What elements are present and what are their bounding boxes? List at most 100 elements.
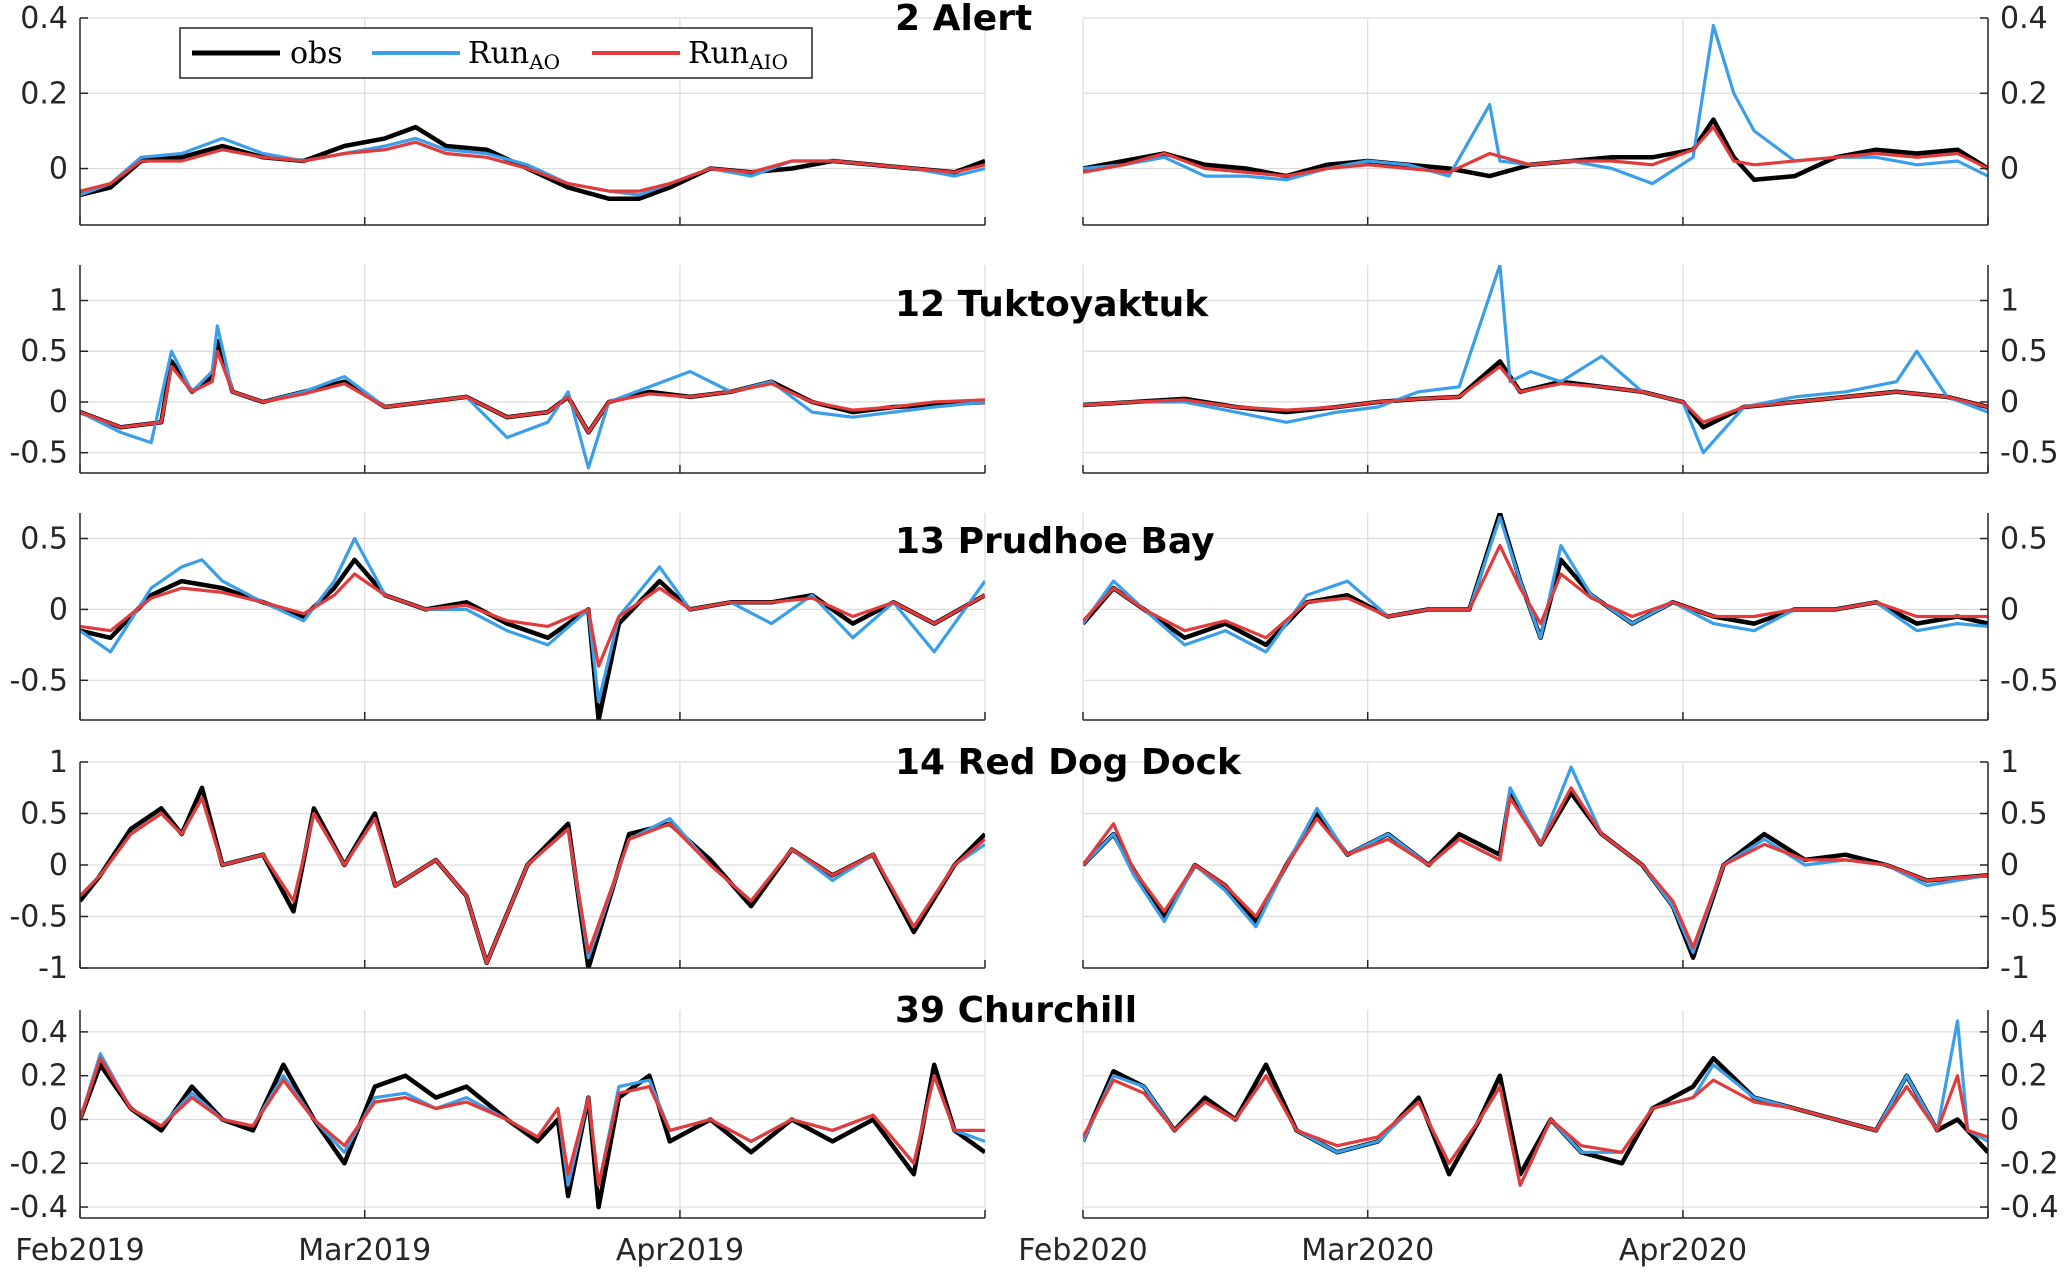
y-tick-label: 0.2 (20, 1059, 68, 1094)
y-tick-label: 1 (2000, 284, 2019, 319)
y-tick-label: -0.2 (9, 1146, 68, 1181)
series-group (1083, 1019, 1988, 1187)
y-tick-label: 0 (49, 848, 68, 883)
y-tick-label: 0 (49, 1102, 68, 1137)
series-line-aio (1083, 543, 1988, 640)
series-line-ao (1083, 515, 1988, 654)
y-tick-label: -1 (38, 951, 68, 986)
titles-layer: 2 Alert 12 Tuktoyaktuk 13 Prudhoe Bay 14 Re… (895, 0, 1242, 1031)
series-line-obs (80, 785, 985, 968)
legend-box (179, 27, 813, 79)
y-tick-label: 1 (49, 745, 68, 780)
series-group (80, 785, 985, 968)
series-line-ao (80, 536, 985, 704)
y-tick-label: 0.4 (2000, 1, 2048, 36)
legend-label-ao-main: Run (468, 36, 529, 71)
station-title: 39 Churchill (895, 990, 1137, 1031)
x-tick-label: Apr2019 (616, 1233, 744, 1268)
series-line-ao (1083, 1019, 1988, 1187)
series-line-ao (80, 796, 985, 965)
x-tick-label: Mar2020 (1301, 1233, 1434, 1268)
y-tick-label: 0 (49, 592, 68, 627)
station-title: 13 Prudhoe Bay (895, 521, 1215, 562)
y-tick-label: -0.5 (2000, 663, 2059, 698)
x-tick-label: Feb2019 (15, 1233, 144, 1268)
y-tick-label: 0.5 (20, 522, 68, 557)
series-line-ao (80, 324, 985, 470)
panel-3-2: -0.5 0 0.5 (1082, 513, 2059, 721)
y-tick-label: -0.4 (2000, 1190, 2059, 1225)
x-tick-labels: Feb2019 Mar2019 Apr2019 Feb2020 Mar2020 Apr20… (15, 1233, 1747, 1268)
panel-4-1: -1 -0.5 0 0.5 1 (9, 745, 986, 986)
panel-2-2: -0.5 0 0.5 1 (1082, 265, 2059, 474)
y-tick-label: 0 (2000, 152, 2019, 187)
y-tick-label: 0.2 (2000, 1059, 2048, 1094)
station-title: 12 Tuktoyaktuk (895, 284, 1209, 325)
series-group (1083, 513, 1988, 654)
legend-label-aio: RunAIO (688, 36, 788, 74)
y-tick-label: 0.4 (20, 1, 68, 36)
series-line-aio (80, 796, 985, 965)
series-line-aio (80, 140, 985, 193)
x-tick-label: Apr2020 (1619, 1233, 1747, 1268)
series-line-aio (1083, 1074, 1988, 1187)
legend-label-obs: obs (290, 36, 343, 71)
y-tick-label: 0 (2000, 1102, 2019, 1137)
y-tick-label: 0.2 (2000, 76, 2048, 111)
panel-4-2: -1 -0.5 0 0.5 1 (1082, 745, 2059, 986)
series-line-aio (80, 1056, 985, 1187)
y-tick-label: -0.2 (2000, 1146, 2059, 1181)
series-group (1083, 765, 1988, 960)
y-tick-label: 0.5 (20, 334, 68, 369)
panels-layer: 0 0.2 0.4 0 0.2 0.4 -0.5 0 0.5 1 -0.5 0 0.5 1 -0.5 0 0.5… (9, 1, 2058, 1225)
series-group (1083, 265, 1988, 455)
y-tick-label: -0.5 (2000, 900, 2059, 935)
legend-label-ao: RunAO (468, 36, 560, 74)
x-tick-label: Feb2020 (1018, 1233, 1147, 1268)
series-line-aio (1083, 786, 1988, 950)
series-line-obs (1083, 359, 1988, 430)
station-title: 14 Red Dog Dock (895, 742, 1242, 783)
legend-label-ao-sub: AO (528, 50, 560, 74)
y-tick-label: 0.4 (20, 1015, 68, 1050)
series-line-ao (1083, 265, 1988, 455)
legend-label-aio-main: Run (688, 36, 749, 71)
panel-2-1: -0.5 0 0.5 1 (9, 265, 986, 474)
series-group (80, 536, 985, 720)
panel-5-1: -0.4 -0.2 0 0.2 0.4 (9, 1010, 986, 1225)
y-tick-label: -0.5 (2000, 436, 2059, 471)
series-line-aio (1083, 125, 1988, 178)
series-line-aio (1083, 364, 1988, 424)
y-tick-label: 0.5 (2000, 522, 2048, 557)
y-tick-label: 0 (49, 152, 68, 187)
y-tick-label: -0.5 (9, 900, 68, 935)
series-group (80, 1052, 985, 1210)
y-tick-label: 0.5 (2000, 797, 2048, 832)
y-tick-label: -0.5 (9, 436, 68, 471)
station-title: 2 Alert (895, 0, 1032, 39)
panel-1-2: 0 0.2 0.4 (1082, 1, 2048, 226)
series-line-ao (1083, 23, 1988, 186)
y-tick-label: 0.5 (20, 797, 68, 832)
y-tick-label: -0.4 (9, 1190, 68, 1225)
y-tick-label: 0 (2000, 848, 2019, 883)
series-group (80, 324, 985, 470)
y-tick-label: 0.4 (2000, 1015, 2048, 1050)
y-tick-label: -1 (2000, 951, 2030, 986)
y-tick-label: 0.2 (20, 76, 68, 111)
y-tick-label: 0.5 (2000, 334, 2048, 369)
series-line-aio (80, 572, 985, 668)
y-tick-label: 1 (49, 284, 68, 319)
legend-label-aio-sub: AIO (748, 50, 788, 74)
y-tick-label: -0.5 (9, 663, 68, 698)
x-tick-label: Mar2019 (298, 1233, 431, 1268)
y-tick-label: 0 (49, 385, 68, 420)
panel-5-2: -0.4 -0.2 0 0.2 0.4 (1082, 1010, 2059, 1225)
series-group (1083, 23, 1988, 186)
panel-3-1: -0.5 0 0.5 (9, 513, 986, 721)
legend: obs RunAO RunAIO (179, 27, 813, 79)
series-line-obs (1083, 790, 1988, 960)
y-tick-label: 0 (2000, 592, 2019, 627)
series-line-obs (80, 557, 985, 720)
